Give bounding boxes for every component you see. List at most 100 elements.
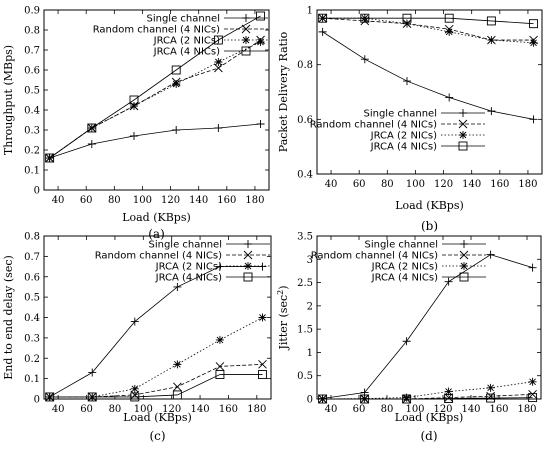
legend-marker (242, 14, 250, 22)
data-point (173, 360, 182, 369)
x-tick-label: 120 (434, 179, 453, 190)
data-point (215, 262, 224, 271)
y-tick-label: 2.5 (297, 278, 313, 289)
series-line (322, 17, 534, 25)
plot-frame (43, 9, 270, 191)
data-point (87, 140, 96, 148)
legend-label: JRCA (2 NICs) (153, 36, 220, 47)
data-point (402, 394, 412, 404)
data-point (445, 93, 454, 102)
y-tick-label: 0.2 (24, 146, 40, 157)
x-tick-label: 120 (162, 404, 181, 415)
data-point (130, 102, 138, 110)
y-tick-label: 0.1 (24, 374, 40, 385)
data-point (173, 382, 182, 392)
legend-marker (241, 46, 251, 56)
y-axis-label-text: Throughput (MBps) (2, 45, 15, 155)
data-point (215, 362, 225, 371)
y-tick-label: 0 (34, 395, 40, 406)
data-point (486, 393, 496, 403)
legend-marker (244, 262, 252, 270)
legend-label: Single channel (147, 14, 221, 25)
x-tick-label: 160 (217, 195, 236, 206)
legend-label: Random channel (4 NICs) (311, 251, 438, 262)
legend-marker (242, 36, 250, 44)
data-point (486, 16, 496, 26)
data-point (360, 394, 369, 403)
data-point (528, 390, 537, 399)
series-line (322, 31, 534, 120)
legend-marker (460, 262, 468, 270)
data-point (258, 360, 267, 369)
data-point (403, 77, 411, 86)
series-line (49, 317, 263, 398)
y-tick-label: 0.7 (24, 46, 40, 57)
y-tick-label: 0 (34, 186, 40, 197)
legend-marker (460, 240, 468, 248)
legend-marker (243, 250, 253, 260)
series-line (49, 266, 263, 398)
y-tick-label: 0.1 (24, 166, 40, 177)
x-tick-label: 80 (381, 404, 394, 415)
y-tick-label: 0.4 (297, 170, 313, 181)
data-point (318, 394, 328, 404)
y-tick-label: 1 (307, 348, 313, 359)
data-point (444, 277, 453, 286)
data-point (529, 115, 538, 124)
series-line (322, 17, 534, 41)
plot-frame (316, 9, 543, 175)
data-point (130, 384, 139, 393)
data-point (318, 27, 327, 36)
y-tick-label: 0.8 (24, 232, 40, 243)
x-tick-label: 80 (108, 195, 121, 206)
x-tick-label: 40 (52, 195, 65, 206)
legend-label: Random channel (4 NICs) (310, 120, 437, 131)
y-tick-label: 0.6 (24, 272, 40, 283)
series-line (322, 397, 533, 400)
x-tick-label: 160 (489, 404, 508, 415)
y-axis-label-end: ) (277, 285, 290, 289)
data-point (318, 13, 328, 23)
y-tick-label: 0.7 (24, 252, 40, 263)
chart-panel: 40 60 80 100 120 140 160 180 0 0.5 1 1.5 2 2.5 3 3.5 Loa… (276, 232, 542, 443)
y-axis-label-text: Jitter (sec (277, 295, 290, 351)
data-point (528, 393, 538, 403)
chart-panel: 40 60 80 100 120 140 160 180 0 0.1 0.2 0.3 0.4 0.5 0.6… (2, 6, 270, 241)
data-point (444, 394, 454, 403)
data-point (214, 58, 223, 66)
y-tick-label: 0.3 (24, 126, 40, 137)
x-axis-label: Load (KBps) (395, 199, 464, 212)
data-point (360, 394, 370, 404)
legend-marker (244, 240, 252, 248)
data-point (486, 383, 495, 392)
y-axis-label: Packet Delivery Ratio (277, 31, 290, 152)
panel-label: (d) (420, 429, 437, 443)
y-tick-label: 3 (307, 255, 313, 266)
data-point (486, 250, 495, 259)
x-tick-label: 80 (109, 404, 122, 415)
y-tick-label: 0.6 (24, 66, 40, 77)
x-axis-label: Load (KBps) (123, 411, 192, 424)
series-line (49, 41, 261, 159)
y-tick-label: 3.5 (297, 232, 313, 243)
data-point (130, 317, 139, 326)
x-tick-label: 100 (406, 179, 425, 190)
data-point (402, 337, 411, 346)
data-point (486, 391, 495, 401)
x-tick-label: 140 (461, 404, 480, 415)
data-point (529, 19, 539, 29)
x-tick-label: 140 (462, 179, 481, 190)
series-line (49, 363, 263, 398)
y-tick-label: 0.5 (24, 86, 40, 97)
legend-label: JRCA (2 NICs) (371, 262, 438, 273)
x-tick-label: 140 (191, 404, 210, 415)
legend-label: JRCA (2 NICs) (370, 131, 437, 142)
series-line (322, 381, 533, 400)
x-tick-label: 120 (161, 195, 180, 206)
x-tick-label: 120 (433, 404, 452, 415)
legend-label: Random channel (4 NICs) (93, 25, 220, 36)
panel-label: (a) (148, 227, 165, 241)
data-point (130, 390, 140, 400)
